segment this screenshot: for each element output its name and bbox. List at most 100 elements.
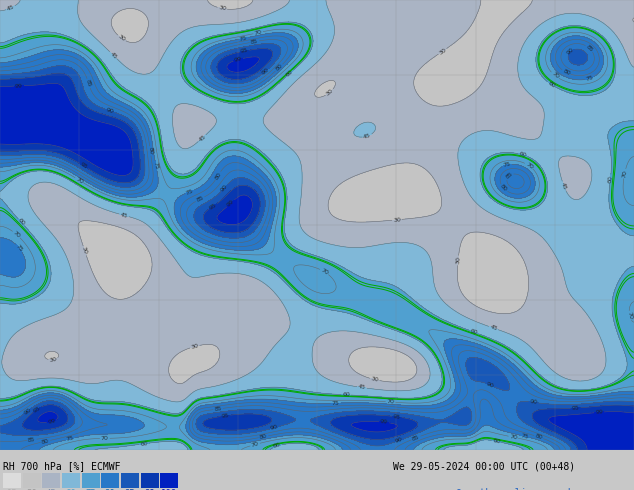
Text: 60: 60	[547, 80, 556, 89]
Text: 95: 95	[208, 202, 217, 211]
Text: 60: 60	[16, 218, 25, 227]
Text: 60: 60	[285, 69, 294, 78]
Text: 85: 85	[27, 437, 36, 443]
Text: 30: 30	[27, 489, 37, 490]
Text: 30: 30	[218, 5, 226, 12]
FancyBboxPatch shape	[141, 473, 158, 488]
Text: 70: 70	[12, 230, 21, 239]
Text: 70: 70	[524, 161, 534, 170]
Text: 85: 85	[411, 434, 420, 441]
Text: 75: 75	[521, 433, 529, 440]
Text: 90: 90	[261, 67, 271, 75]
Text: 99: 99	[47, 418, 56, 425]
Text: 80: 80	[214, 171, 223, 180]
Text: 75: 75	[185, 188, 195, 196]
Text: 70: 70	[509, 434, 518, 441]
Text: 90: 90	[394, 437, 404, 444]
Text: 99: 99	[380, 419, 389, 425]
FancyBboxPatch shape	[101, 473, 119, 488]
Text: 75: 75	[86, 489, 96, 490]
Text: 85: 85	[214, 406, 222, 412]
Text: 85: 85	[250, 39, 259, 45]
Text: 95: 95	[32, 405, 42, 414]
Text: 99: 99	[595, 410, 604, 415]
Text: 45: 45	[198, 134, 207, 143]
Text: 75: 75	[153, 161, 159, 170]
Text: 100: 100	[161, 489, 178, 490]
Text: 90: 90	[23, 407, 32, 416]
Text: 90: 90	[566, 47, 575, 56]
Text: 60: 60	[139, 441, 148, 447]
Text: 45: 45	[120, 212, 129, 219]
Text: 75: 75	[332, 400, 340, 406]
Text: 60: 60	[470, 328, 479, 336]
Text: 95: 95	[125, 489, 135, 490]
FancyBboxPatch shape	[160, 473, 178, 488]
Text: 85: 85	[195, 195, 205, 203]
Text: 90: 90	[529, 399, 538, 405]
Text: 80: 80	[500, 184, 508, 193]
Text: 70: 70	[387, 399, 394, 405]
Text: 80: 80	[275, 63, 283, 72]
Text: 80: 80	[534, 434, 543, 441]
Text: 30: 30	[370, 376, 379, 383]
Text: 85: 85	[505, 172, 514, 180]
Text: 90: 90	[269, 424, 278, 431]
Text: 70: 70	[101, 436, 109, 441]
Text: 75: 75	[15, 244, 23, 253]
Text: 95: 95	[572, 405, 579, 411]
Text: 30: 30	[49, 357, 58, 363]
Text: 30: 30	[325, 88, 334, 97]
Text: 60: 60	[519, 151, 527, 158]
Text: 90: 90	[486, 381, 495, 389]
Text: 99: 99	[226, 199, 235, 208]
Text: ©weatheronline.co.uk: ©weatheronline.co.uk	[456, 488, 574, 490]
Text: 99: 99	[234, 56, 243, 63]
Text: 90: 90	[220, 183, 229, 193]
FancyBboxPatch shape	[3, 473, 21, 488]
FancyBboxPatch shape	[42, 473, 60, 488]
Text: 95: 95	[240, 48, 249, 54]
Text: 70: 70	[550, 71, 560, 80]
Text: 80: 80	[259, 434, 268, 440]
Text: 90: 90	[105, 107, 115, 115]
Text: We 29-05-2024 00:00 UTC (00+48): We 29-05-2024 00:00 UTC (00+48)	[393, 461, 575, 471]
FancyBboxPatch shape	[121, 473, 139, 488]
Text: 15: 15	[7, 489, 17, 490]
Text: 60: 60	[273, 442, 281, 449]
Text: 60: 60	[607, 175, 613, 183]
Text: 70: 70	[626, 311, 633, 320]
Text: 45: 45	[560, 181, 567, 191]
Text: 60: 60	[66, 489, 76, 490]
Text: 75: 75	[503, 162, 512, 168]
Text: 80: 80	[41, 438, 50, 444]
Text: 90: 90	[105, 489, 115, 490]
Text: 80: 80	[562, 69, 571, 76]
Text: 30: 30	[393, 217, 401, 222]
Text: 30: 30	[117, 34, 126, 43]
Text: 45: 45	[363, 132, 372, 140]
Text: 30: 30	[437, 47, 447, 56]
Text: 75: 75	[65, 436, 74, 442]
Text: 95: 95	[392, 414, 401, 420]
Text: 85: 85	[85, 79, 92, 88]
Text: 70: 70	[75, 176, 84, 185]
Text: 60: 60	[492, 438, 501, 444]
Text: 70: 70	[250, 441, 259, 448]
FancyBboxPatch shape	[82, 473, 100, 488]
Text: 75: 75	[239, 35, 248, 42]
Text: 85: 85	[585, 44, 594, 53]
FancyBboxPatch shape	[23, 473, 41, 488]
Text: RH 700 hPa [%] ECMWF: RH 700 hPa [%] ECMWF	[3, 461, 120, 471]
Text: 30: 30	[455, 256, 461, 265]
Text: 45: 45	[358, 385, 366, 391]
Text: 75: 75	[585, 75, 594, 82]
Text: 45: 45	[6, 4, 15, 12]
Text: 60: 60	[342, 392, 350, 397]
Text: 45: 45	[489, 324, 498, 332]
Text: 70: 70	[621, 169, 628, 178]
Text: 30: 30	[81, 246, 88, 255]
Text: 45: 45	[46, 489, 56, 490]
Text: 95: 95	[79, 162, 88, 170]
Text: 70: 70	[254, 29, 262, 36]
